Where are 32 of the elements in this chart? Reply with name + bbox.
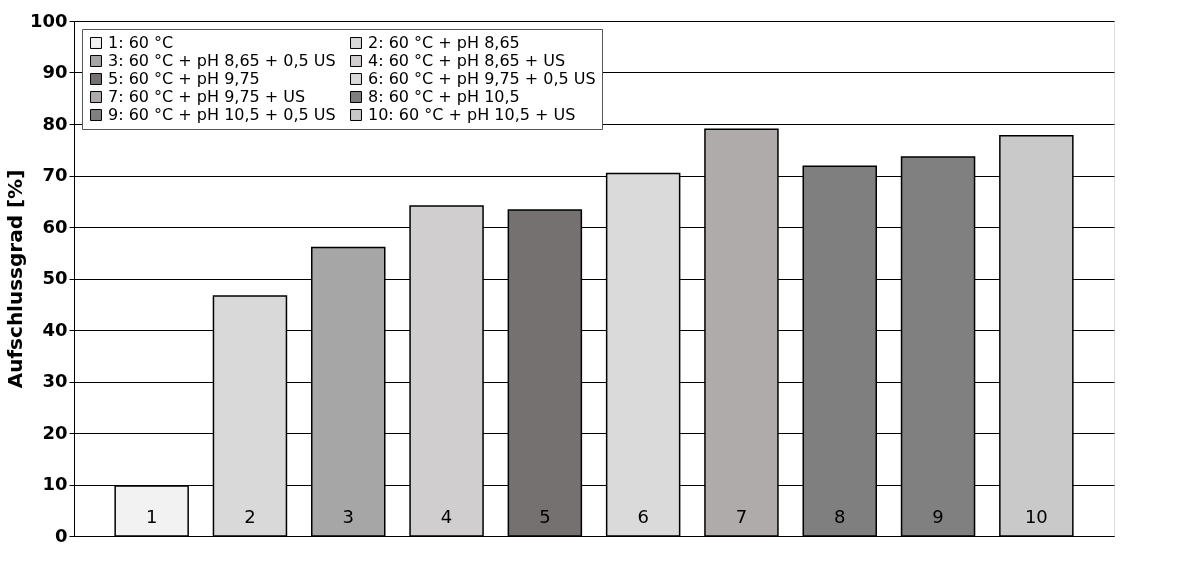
legend-label: 2: 60 °C + pH 8,65 xyxy=(368,33,520,52)
y-tick-label: 100 xyxy=(29,9,68,31)
legend-label: 8: 60 °C + pH 10,5 xyxy=(368,87,520,106)
x-tick-label: 9 xyxy=(932,505,944,527)
x-tick-label: 1 xyxy=(145,505,158,527)
legend-label: 9: 60 °C + pH 10,5 + 0,5 US xyxy=(108,105,336,124)
y-axis-title: Aufschlussgrad [%] xyxy=(2,169,27,389)
y-tick-label: 0 xyxy=(54,524,68,546)
y-tick-label: 70 xyxy=(42,164,68,185)
legend-label: 4: 60 °C + pH 8,65 + US xyxy=(368,51,566,70)
y-tick-label: 30 xyxy=(42,370,68,391)
y-tick-label: 60 xyxy=(42,215,68,237)
y-tick-label: 80 xyxy=(42,112,68,134)
x-tick-label: 8 xyxy=(834,505,846,527)
legend-label: 7: 60 °C + pH 9,75 + US xyxy=(108,87,306,106)
x-tick-label: 4 xyxy=(440,505,453,527)
x-tick-label: 10 xyxy=(1024,505,1048,527)
x-tick-label: 5 xyxy=(539,505,551,527)
legend-label: 10: 60 °C + pH 10,5 + US xyxy=(368,105,576,124)
legend-label: 5: 60 °C + pH 9,75 xyxy=(108,69,260,88)
x-tick-label: 7 xyxy=(735,505,748,527)
x-tick-label: 2 xyxy=(244,505,256,527)
x-tick-label: 3 xyxy=(342,505,354,527)
y-tick-label: 10 xyxy=(42,473,68,494)
y-tick-label: 40 xyxy=(42,318,68,340)
legend-label: 1: 60 °C xyxy=(108,33,174,52)
y-tick-label: 50 xyxy=(42,267,68,288)
y-tick-label: 90 xyxy=(42,61,68,82)
legend-label: 6: 60 °C + pH 9,75 + 0,5 US xyxy=(368,69,596,88)
x-tick-label: 6 xyxy=(637,505,649,527)
legend-label: 3: 60 °C + pH 8,65 + 0,5 US xyxy=(108,51,336,70)
y-tick-label: 20 xyxy=(42,421,68,443)
